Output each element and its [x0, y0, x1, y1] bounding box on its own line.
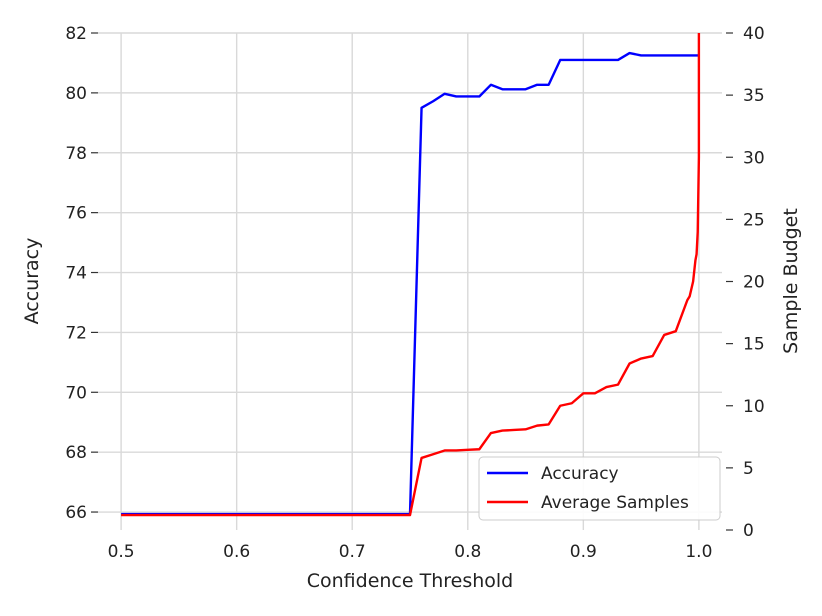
x-axis: 0.5 0.6 0.7 0.8 0.9 1.0	[108, 542, 713, 562]
grid	[98, 32, 722, 530]
y-tick-label: 70	[65, 383, 87, 403]
legend-label-accuracy: Accuracy	[541, 464, 619, 484]
y2-tick-label: 0	[743, 521, 754, 541]
y-tick-label: 80	[65, 84, 87, 104]
x-tick-label: 0.8	[454, 542, 481, 562]
y2-tick-label: 40	[743, 24, 765, 44]
y-tick-label: 72	[65, 323, 87, 343]
x-axis-title: Confidence Threshold	[307, 570, 514, 592]
legend: Accuracy Average Samples	[478, 456, 721, 521]
y2-axis-title: Sample Budget	[780, 208, 802, 354]
y2-tick-label: 15	[743, 335, 765, 355]
legend-box	[478, 456, 721, 521]
x-tick-label: 0.7	[339, 542, 366, 562]
y2-tick-label: 30	[743, 148, 765, 168]
right-axis: 0 5 10 15 20 25 30 35 40	[726, 24, 765, 541]
y-tick-label: 82	[65, 24, 87, 44]
x-tick-label: 0.6	[223, 542, 250, 562]
y2-tick-label: 35	[743, 86, 765, 106]
y-tick-label: 66	[65, 503, 87, 523]
x-tick-label: 0.5	[108, 542, 135, 562]
y2-tick-label: 5	[743, 459, 754, 479]
legend-label-average-samples: Average Samples	[541, 493, 689, 513]
y-axis-title: Accuracy	[21, 238, 43, 325]
y-tick-label: 76	[65, 204, 87, 224]
x-tick-label: 0.9	[570, 542, 597, 562]
series-lines	[121, 33, 701, 517]
x-tick-label: 1.0	[685, 542, 712, 562]
left-axis: 66 68 70 72 74 76 78 80 82	[65, 24, 98, 523]
y-tick-label: 74	[65, 264, 87, 284]
series-line-accuracy	[121, 51, 699, 516]
y2-tick-label: 25	[743, 210, 765, 230]
y2-tick-label: 10	[743, 397, 765, 417]
y2-tick-label: 20	[743, 273, 765, 293]
y-tick-label: 78	[65, 144, 87, 164]
y-tick-label: 68	[65, 443, 87, 463]
series-line-average-samples	[121, 33, 701, 517]
